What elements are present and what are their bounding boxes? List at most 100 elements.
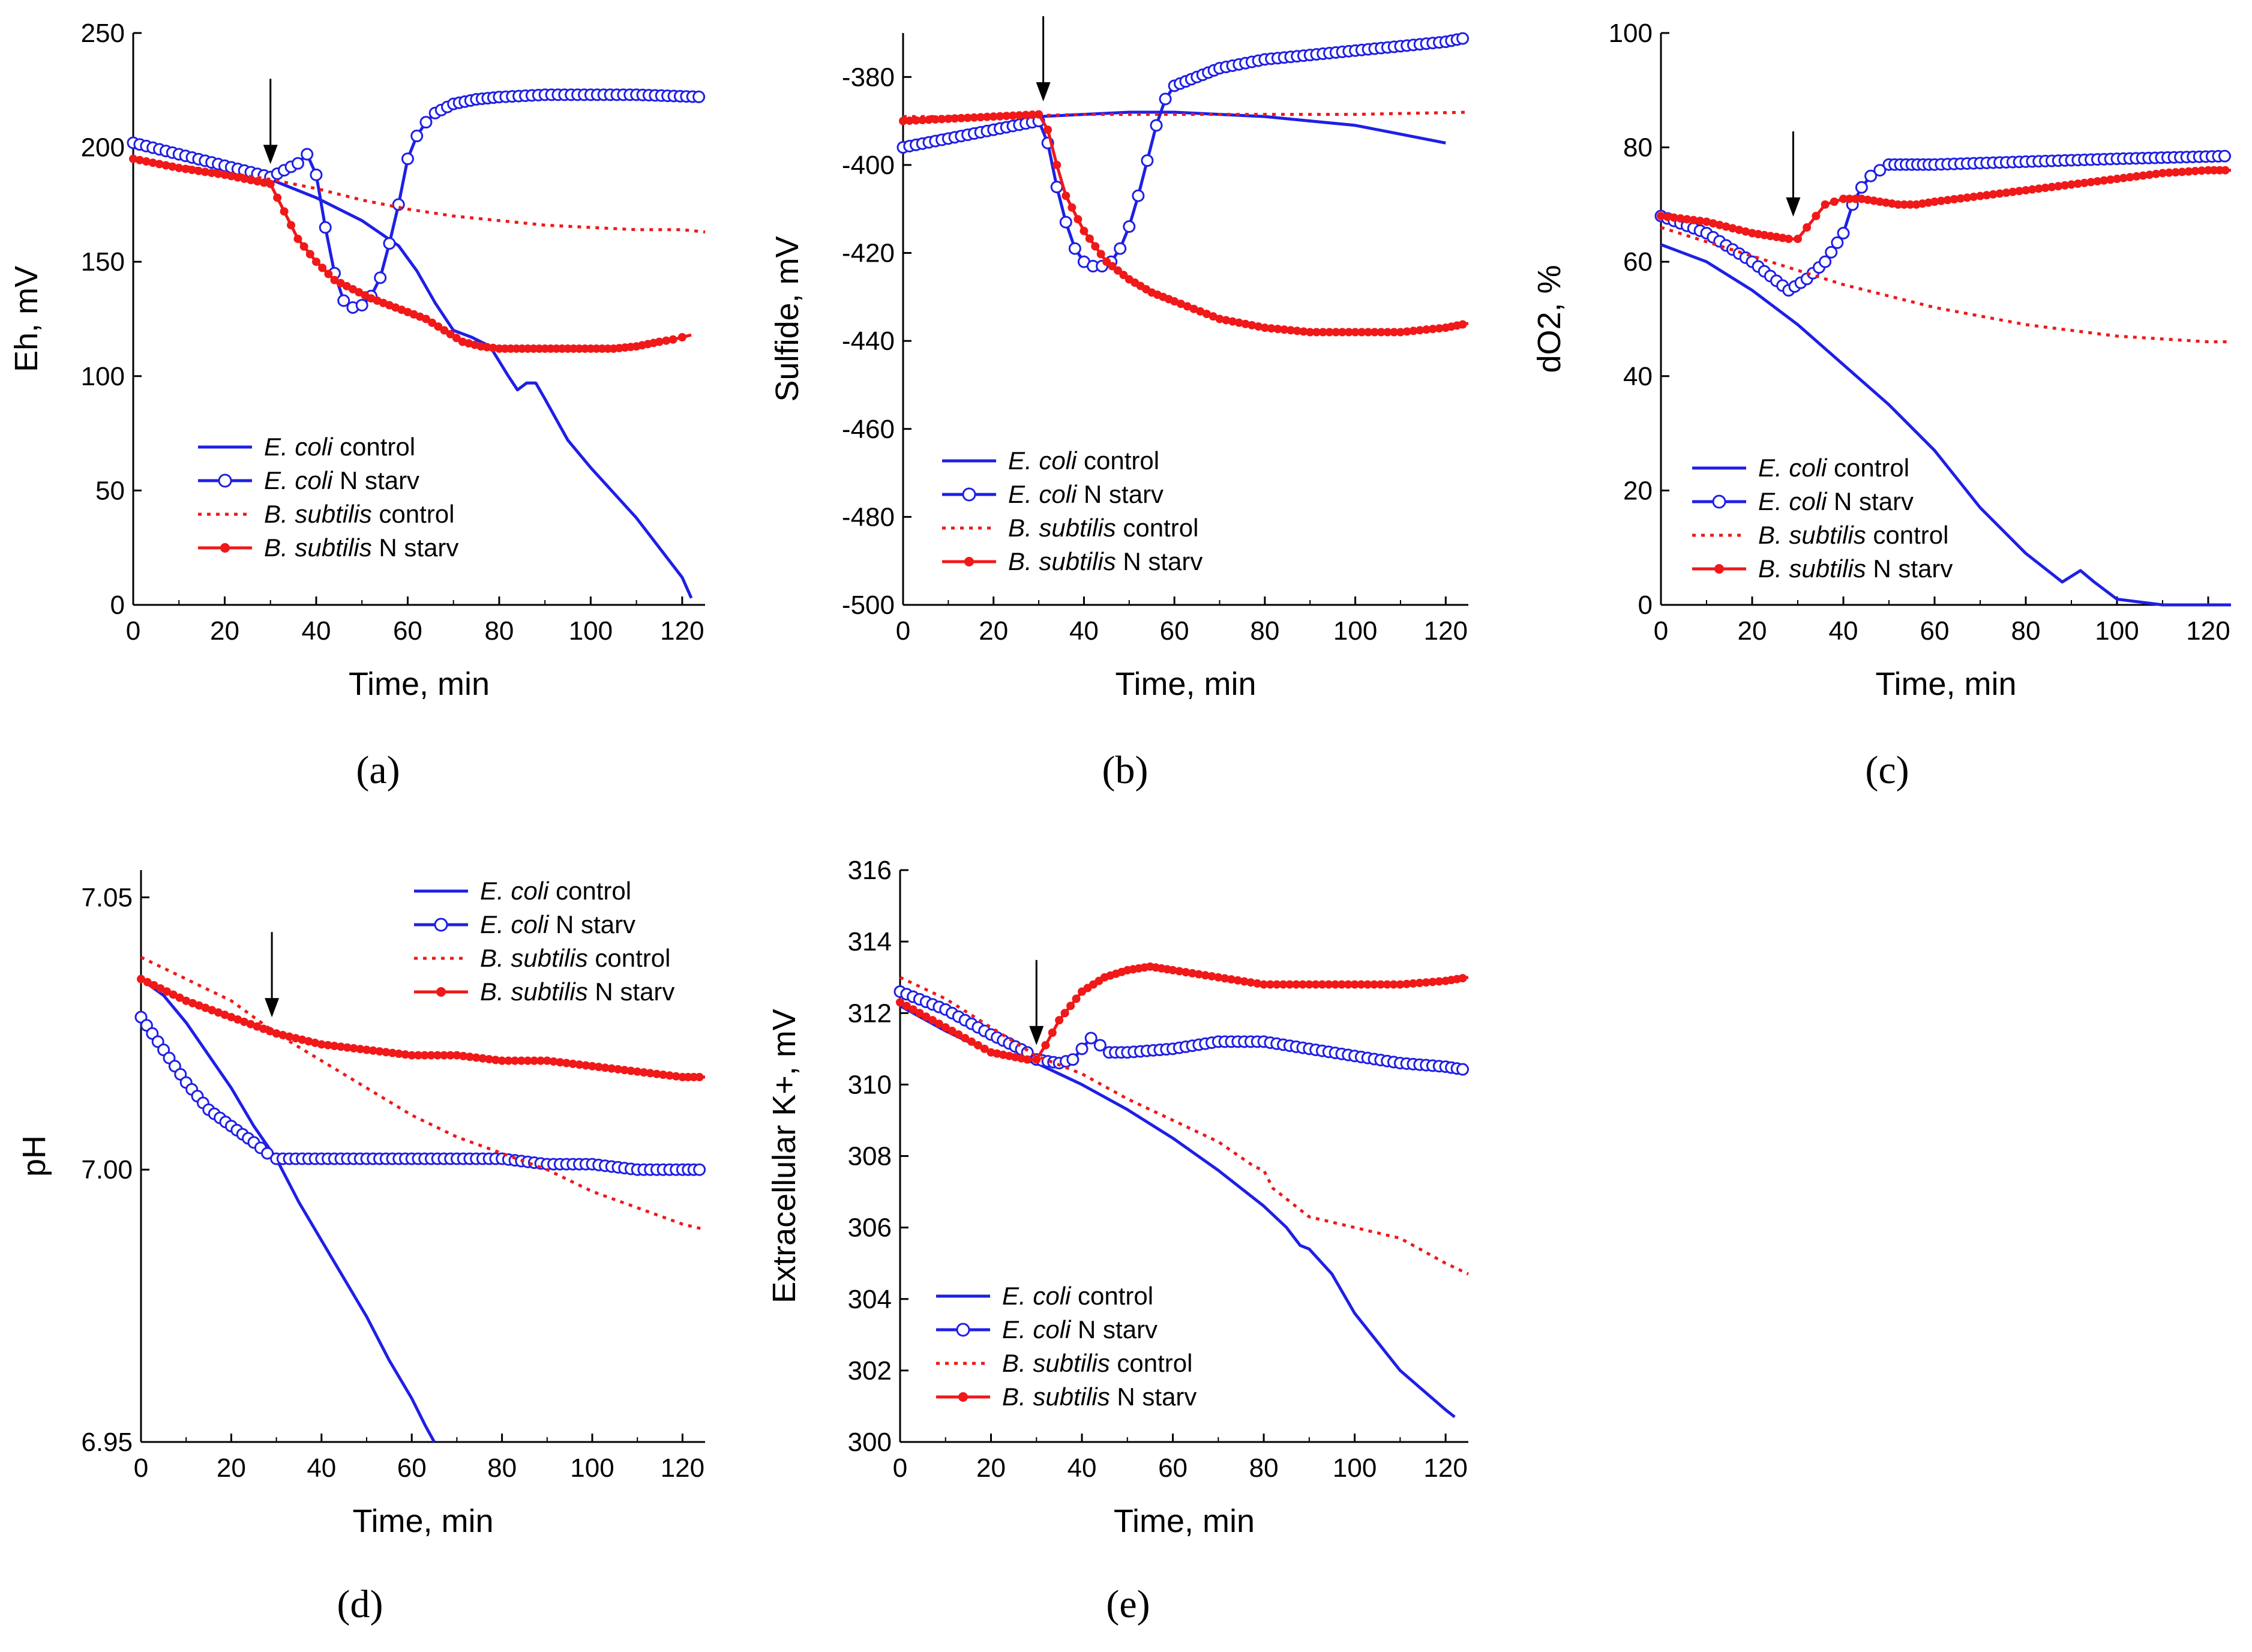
bsub_nstarv-marker: [1389, 980, 1398, 989]
bsub_nstarv-marker: [976, 113, 985, 122]
ecoli_nstarv-marker: [1456, 1063, 1470, 1076]
bsub_nstarv-marker: [194, 1001, 203, 1010]
bsub_nstarv-marker: [280, 207, 289, 216]
bsub_nstarv-marker: [298, 1035, 307, 1044]
bsub_nstarv-marker: [2008, 187, 2017, 196]
ecoli_nstarv-marker: [1084, 1032, 1097, 1045]
bsub_nstarv-marker: [2221, 166, 2230, 175]
bsub_nstarv-marker: [1851, 194, 1860, 203]
ecoli_nstarv-marker: [1456, 32, 1470, 45]
legend-italic: E. coli: [1008, 480, 1078, 508]
treatment-arrow-head: [1786, 197, 1801, 217]
bsub_nstarv-marker: [967, 1037, 976, 1046]
bsub_nstarv-marker: [129, 154, 137, 163]
bsub_nstarv-marker: [349, 1044, 358, 1053]
bsub_nstarv-marker: [1085, 234, 1094, 243]
y-tick-label: 316: [848, 856, 892, 885]
x-tick-label: 100: [570, 1453, 614, 1483]
bsub_nstarv-marker: [1002, 112, 1011, 121]
bsub_nstarv-marker: [1102, 257, 1111, 266]
bsub_nstarv-marker: [1383, 328, 1392, 337]
legend-label-bsub_nstarv: B. subtilis N starv: [480, 978, 674, 1006]
x-tick-label: 80: [2011, 616, 2041, 646]
ecoli_nstarv-marker: [1825, 245, 1838, 259]
y-tick-label: -440: [842, 326, 895, 356]
x-tick-label: 20: [1738, 616, 1767, 646]
bsub_nstarv-marker: [1215, 314, 1224, 323]
bsub_nstarv-marker: [931, 115, 940, 124]
x-tick-label: 40: [1829, 616, 1858, 646]
bsub_nstarv-marker: [1253, 979, 1262, 988]
legend-marker: [958, 1392, 968, 1402]
ecoli_nstarv-marker: [301, 148, 314, 161]
bsub_nstarv-marker: [2106, 175, 2115, 184]
bsub_nstarv-marker: [2164, 168, 2173, 177]
y-tick-label: 304: [848, 1285, 892, 1314]
x-tick-label: 0: [134, 1453, 148, 1483]
bsub_nstarv-marker: [944, 114, 953, 123]
bsub_nstarv-marker: [1741, 227, 1750, 236]
x-tick-label: 100: [569, 616, 613, 646]
x-axis-title: Time, min: [352, 1503, 493, 1539]
bsub_nstarv-marker: [542, 1056, 551, 1065]
bsub_nstarv-marker: [1722, 222, 1731, 231]
bsub_nstarv-marker: [1458, 974, 1467, 983]
bsub_nstarv-marker: [1034, 110, 1043, 119]
ecoli_nstarv-marker: [1050, 181, 1063, 194]
bsub_nstarv-marker: [2067, 180, 2076, 189]
bsub_nstarv-marker: [1344, 328, 1353, 337]
bsub_nstarv-marker: [1227, 975, 1236, 984]
bsub_nstarv-marker: [1715, 220, 1724, 229]
bsub_nstarv-marker: [1280, 325, 1289, 334]
x-tick-label: 60: [397, 1453, 427, 1483]
bsub_nstarv-marker: [1175, 967, 1184, 976]
bsub_nstarv-marker: [655, 337, 664, 346]
legend-italic: B. subtilis: [1002, 1349, 1110, 1377]
bsub_nstarv-marker: [1066, 1002, 1075, 1011]
bsub_nstarv-marker: [989, 112, 998, 121]
bsub_nstarv-marker: [1950, 195, 1959, 204]
bsub_nstarv-marker: [941, 1023, 950, 1032]
bsub_nstarv-marker: [194, 166, 203, 175]
bsub_nstarv-marker: [2158, 169, 2167, 178]
bsub_nstarv-marker: [143, 978, 152, 987]
bsub_nstarv-marker: [601, 1063, 610, 1072]
bsub_nstarv-marker: [902, 1002, 911, 1011]
y-tick-label: 150: [81, 247, 125, 277]
bsub_nstarv-marker: [135, 155, 144, 164]
bsub_nstarv-marker: [633, 1067, 642, 1076]
bsub_nstarv-marker: [937, 115, 946, 124]
bsub_nstarv-marker: [1435, 977, 1444, 986]
bsub_nstarv-marker: [2002, 188, 2011, 197]
bsub_nstarv-marker: [2054, 182, 2063, 191]
treatment-arrow-head: [265, 998, 280, 1018]
bsub_nstarv-marker: [137, 975, 145, 984]
bsub_nstarv-marker: [200, 167, 209, 176]
legend-plain: control: [1827, 454, 1909, 482]
bsub_nstarv-marker: [299, 242, 308, 251]
bsub_nstarv-marker: [253, 1022, 262, 1031]
y-tick-label: 200: [81, 133, 125, 163]
bsub_nstarv-marker: [1351, 328, 1360, 337]
y-tick-label: 40: [1623, 362, 1653, 391]
legend-label-bsub_nstarv: B. subtilis N starv: [1008, 547, 1203, 575]
panel-label: (d): [337, 1582, 383, 1626]
bsub_nstarv-marker: [2139, 171, 2148, 180]
bsub_nstarv-marker: [1402, 979, 1411, 988]
legend-label-ecoli_control: E. coli control: [1002, 1282, 1153, 1310]
y-tick-label: -380: [842, 62, 895, 92]
bsub_nstarv-marker: [305, 250, 314, 259]
x-tick-label: 0: [893, 1453, 907, 1483]
ecoli_nstarv-marker: [1837, 227, 1850, 240]
legend-plain: control: [372, 500, 455, 528]
bsub_nstarv-marker: [1458, 320, 1467, 329]
bsub_nstarv-marker: [594, 1063, 603, 1072]
bsub_nstarv-marker: [214, 1008, 223, 1017]
legend-plain: control: [548, 877, 631, 905]
bsub_nstarv-marker: [2080, 178, 2089, 187]
x-tick-label: 120: [661, 1453, 704, 1483]
bsub_nstarv-marker: [272, 1029, 281, 1038]
x-axis-title: Time, min: [1115, 666, 1256, 702]
bsub_nstarv-marker: [1338, 328, 1347, 337]
